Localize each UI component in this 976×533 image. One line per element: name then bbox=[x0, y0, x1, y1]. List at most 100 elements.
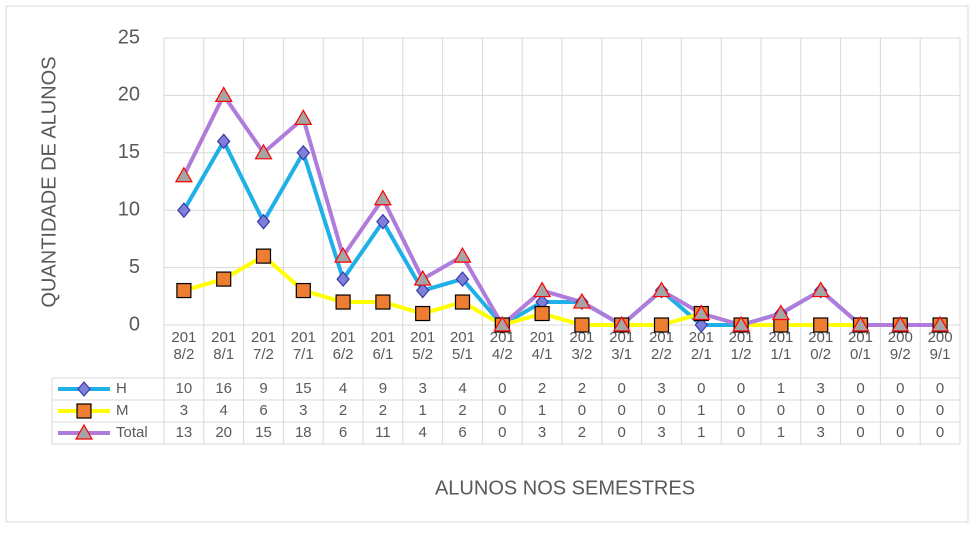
table-value: 1 bbox=[697, 402, 705, 419]
x-tick-label-box: 2011/2 bbox=[728, 329, 754, 363]
x-tick-label: 2018/2 bbox=[171, 329, 197, 363]
table-value: 0 bbox=[856, 380, 864, 397]
marker bbox=[811, 281, 830, 298]
table-value: 15 bbox=[255, 424, 272, 441]
table-value: 3 bbox=[817, 424, 825, 441]
table-value: 18 bbox=[295, 424, 312, 441]
table-value: 13 bbox=[176, 424, 193, 441]
marker bbox=[652, 281, 671, 298]
table-value: 0 bbox=[697, 380, 705, 397]
x-tick-label: 2011/2 bbox=[728, 329, 754, 363]
marker bbox=[891, 315, 910, 332]
table-value: 0 bbox=[856, 402, 864, 419]
x-tick-label: 2009/1 bbox=[927, 329, 953, 363]
table-value: 3 bbox=[657, 424, 665, 441]
table-value: 0 bbox=[817, 402, 825, 419]
table-value: 2 bbox=[578, 380, 586, 397]
table-value: 3 bbox=[180, 402, 188, 419]
x-tick-label-box: 2017/1 bbox=[291, 329, 316, 363]
legend-label: Total bbox=[116, 424, 148, 441]
table-value: 16 bbox=[215, 380, 232, 397]
marker bbox=[336, 271, 350, 288]
table-value: 4 bbox=[458, 380, 466, 397]
table-value: 4 bbox=[220, 402, 228, 419]
table-value: 0 bbox=[777, 402, 785, 419]
x-tick-label-box: 2013/2 bbox=[569, 329, 595, 363]
marker bbox=[533, 281, 552, 298]
x-tick-label-box: 2012/1 bbox=[689, 329, 714, 363]
table-value: 0 bbox=[618, 402, 626, 419]
table-value: 2 bbox=[538, 380, 546, 397]
x-tick-label-box: 2011/1 bbox=[768, 329, 794, 363]
table-value: 3 bbox=[299, 402, 307, 419]
marker bbox=[612, 315, 631, 332]
table-value: 2 bbox=[379, 402, 387, 419]
table-value: 9 bbox=[259, 380, 267, 397]
table-value: 11 bbox=[375, 424, 391, 441]
marker bbox=[813, 317, 829, 333]
table-value: 4 bbox=[339, 380, 347, 397]
x-tick-label: 2013/2 bbox=[569, 329, 595, 363]
marker bbox=[373, 189, 392, 206]
table-value: 6 bbox=[339, 424, 347, 441]
marker bbox=[732, 315, 751, 332]
x-tick-label-box: 2013/1 bbox=[609, 329, 635, 363]
table-value: 0 bbox=[737, 402, 745, 419]
x-tick-label: 2010/1 bbox=[847, 329, 873, 363]
marker bbox=[415, 282, 430, 299]
table-value: 0 bbox=[737, 424, 745, 441]
table-value: 6 bbox=[458, 424, 466, 441]
table-value: 0 bbox=[936, 424, 944, 441]
table-value: 0 bbox=[936, 402, 944, 419]
legend-label: H bbox=[116, 380, 127, 397]
table-value: 0 bbox=[896, 380, 904, 397]
x-tick-label: 2011/1 bbox=[768, 329, 794, 363]
table-value: 0 bbox=[498, 380, 506, 397]
marker bbox=[574, 317, 590, 333]
x-tick-label-box: 2016/2 bbox=[331, 329, 356, 363]
marker bbox=[174, 166, 193, 183]
y-tick-label: 0 bbox=[129, 313, 140, 335]
table-value: 0 bbox=[657, 402, 665, 419]
x-tick-label-box: 2009/2 bbox=[887, 329, 913, 363]
x-tick-label-box: 2010/2 bbox=[808, 329, 833, 363]
marker bbox=[931, 315, 950, 332]
table-value: 0 bbox=[498, 424, 506, 441]
table-value: 0 bbox=[896, 402, 904, 419]
x-tick-label-box: 2009/1 bbox=[927, 329, 953, 363]
table-value: 3 bbox=[657, 380, 665, 397]
x-tick-label-box: 2015/1 bbox=[449, 329, 475, 363]
table-value: 2 bbox=[578, 424, 586, 441]
marker bbox=[453, 246, 472, 263]
marker bbox=[177, 202, 191, 219]
marker bbox=[771, 304, 790, 321]
y-tick-label: 20 bbox=[118, 84, 140, 106]
table-value: 15 bbox=[295, 380, 312, 397]
table-value: 6 bbox=[259, 402, 267, 419]
table-value: 0 bbox=[578, 402, 586, 419]
x-tick-label: 2015/2 bbox=[410, 329, 436, 363]
marker bbox=[454, 294, 471, 310]
table-value: 1 bbox=[697, 424, 705, 441]
x-tick-label: 2016/1 bbox=[370, 329, 396, 363]
table-value: 0 bbox=[618, 380, 626, 397]
x-tick-label: 2009/2 bbox=[887, 329, 913, 363]
marker bbox=[413, 269, 432, 286]
legend-label: M bbox=[116, 402, 129, 419]
marker bbox=[851, 315, 870, 332]
marker bbox=[375, 294, 391, 310]
table-value: 9 bbox=[379, 380, 387, 397]
x-tick-label-box: 2010/1 bbox=[847, 329, 873, 363]
y-tick-label: 25 bbox=[118, 26, 140, 48]
x-axis-title: ALUNOS NOS SEMESTRES bbox=[435, 477, 695, 499]
table-value: 1 bbox=[419, 402, 427, 419]
table-value: 0 bbox=[896, 424, 904, 441]
marker bbox=[296, 144, 311, 161]
marker bbox=[255, 248, 272, 264]
x-tick-label: 2013/1 bbox=[609, 329, 635, 363]
marker bbox=[74, 423, 94, 440]
x-tick-label-box: 2016/1 bbox=[370, 329, 396, 363]
table-value: 0 bbox=[498, 402, 506, 419]
x-tick-label: 2015/1 bbox=[449, 329, 475, 363]
